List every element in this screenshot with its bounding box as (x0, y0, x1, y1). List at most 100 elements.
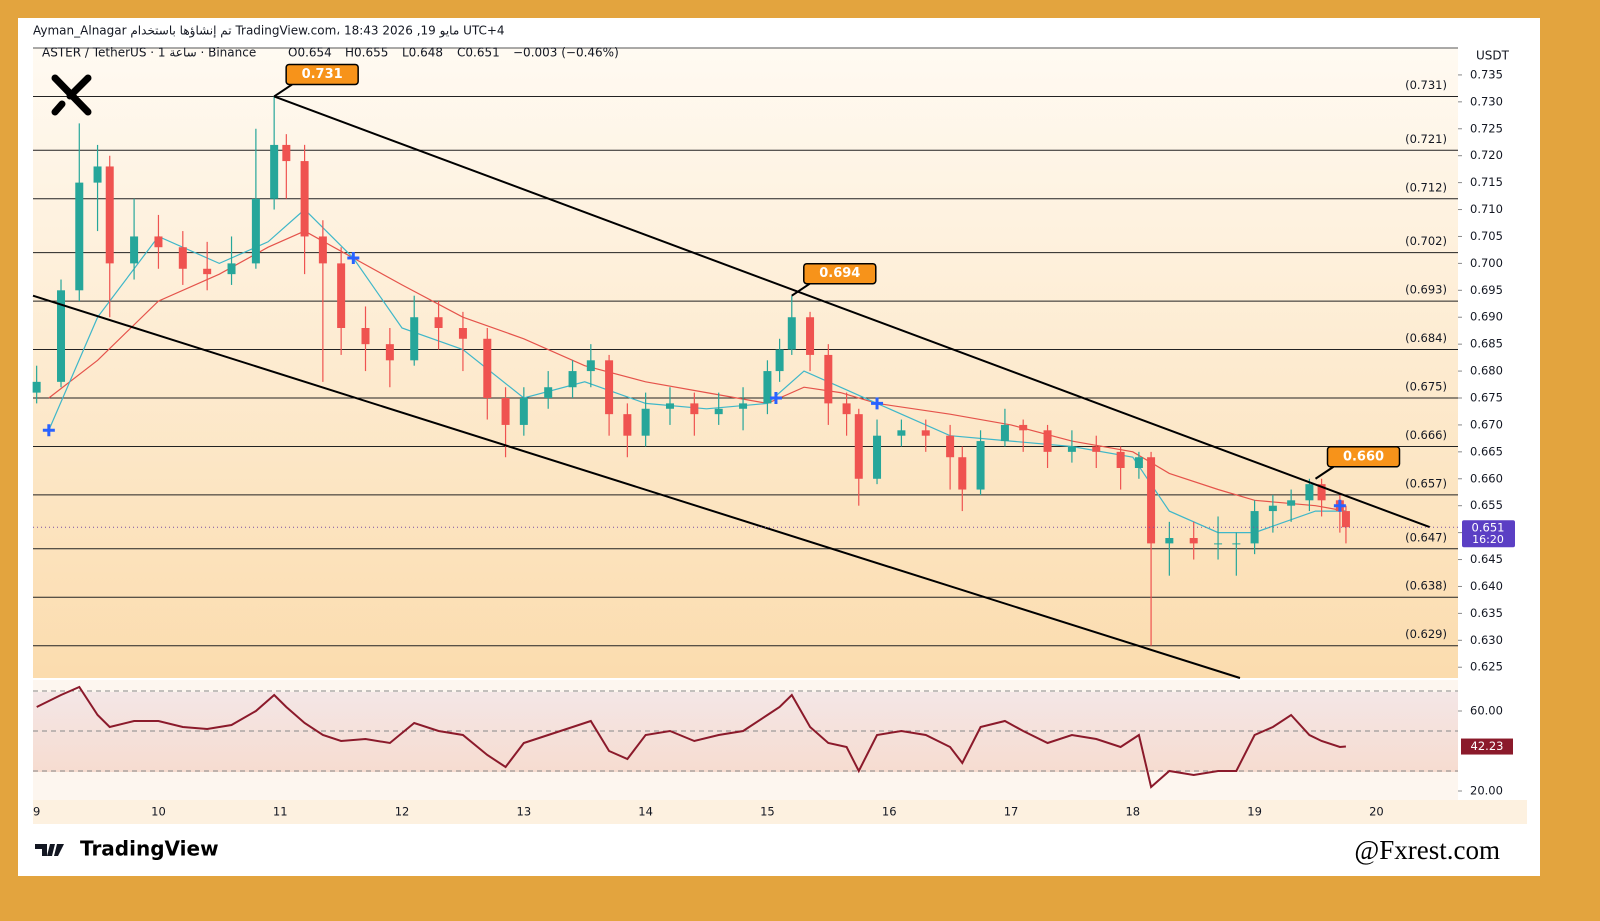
candle-body (1232, 543, 1241, 545)
candle-body (251, 198, 260, 264)
candle-body (57, 290, 66, 382)
candle-body (641, 408, 650, 436)
candle-body (130, 236, 139, 264)
candle-body (763, 371, 772, 404)
trend-line (273, 95, 1431, 529)
candle-body (458, 328, 467, 339)
y-tick-label: 0.700 (1470, 256, 1503, 270)
callout-box (1326, 446, 1401, 468)
watermark: @Fxrest.com (1354, 835, 1500, 865)
candle-body (1165, 538, 1174, 544)
candle-body (434, 317, 443, 328)
candle-body (483, 338, 492, 398)
candle-body (787, 317, 796, 350)
level-label: (0.721) (1405, 132, 1447, 146)
brand: TradingView (80, 837, 219, 861)
candle-body (690, 403, 699, 415)
callout-label: 0.660 (1343, 449, 1384, 464)
level-label: (0.693) (1405, 283, 1447, 297)
y-tick-label: 0.725 (1470, 121, 1503, 135)
cross-marker (769, 392, 782, 404)
callout-label: 0.731 (302, 67, 343, 82)
y-tick-label: 0.720 (1470, 148, 1503, 162)
y-tick-label: 0.705 (1470, 229, 1503, 243)
candle-body (1189, 538, 1198, 544)
candle-body (1147, 457, 1156, 544)
ma-slow (48, 230, 1347, 512)
candle-body (203, 268, 212, 275)
candle-body (873, 435, 882, 479)
x-tick-label: 15 (760, 805, 775, 819)
ohlc-open: O0.654 (288, 46, 332, 60)
x-tick-label: 12 (395, 805, 410, 819)
candle-body (958, 457, 967, 490)
level-label: (0.666) (1405, 428, 1447, 442)
rsi-band (33, 692, 1458, 772)
x-tick-label: 10 (151, 805, 166, 819)
callout-label: 0.694 (819, 266, 860, 281)
candle-body (842, 403, 851, 415)
candle-body (1116, 451, 1125, 468)
rsi-badge-label: 42.23 (1471, 739, 1504, 753)
candle-body (775, 349, 784, 372)
symbol: ASTER / TetherUS · 1 ساعة · Binance (42, 46, 256, 60)
level-label: (0.647) (1405, 530, 1447, 544)
candle-body (544, 387, 553, 398)
x-tick-label: 11 (273, 805, 288, 819)
y-tick-label: 0.635 (1470, 606, 1503, 620)
ohlc-low: L0.648 (402, 46, 443, 60)
cross-marker (1333, 499, 1346, 512)
logo (51, 74, 92, 116)
x-tick-label: 13 (517, 805, 532, 819)
callout-box (803, 262, 877, 285)
candle-body (227, 263, 236, 275)
candle-body (1268, 505, 1277, 512)
candle-body (1317, 484, 1326, 501)
x-tick-label: 17 (1004, 805, 1019, 819)
y-tick-label: 0.670 (1470, 417, 1503, 431)
level-label: (0.731) (1405, 78, 1447, 92)
x-tick-label: 16 (882, 805, 897, 819)
time-axis (33, 800, 1527, 824)
y-tick-label: 0.645 (1470, 552, 1503, 566)
cross-marker (347, 252, 360, 264)
rsi-tick-label: 60.00 (1470, 704, 1503, 718)
candle-body (1305, 484, 1314, 501)
countdown: 16:20 (1472, 533, 1504, 546)
level-label: (0.684) (1405, 331, 1447, 345)
y-tick-label: 0.655 (1470, 498, 1503, 512)
candle-body (501, 398, 510, 425)
y-tick-label: 0.730 (1470, 94, 1503, 108)
candle-body (105, 166, 114, 264)
candle-body (1000, 424, 1009, 442)
cross-marker (871, 397, 884, 410)
candle-body (1287, 500, 1296, 506)
callout-pointer (1314, 465, 1335, 480)
candle-body (806, 317, 815, 355)
x-tick-label: 9 (33, 805, 40, 819)
candle-body (178, 247, 187, 269)
candle-body (854, 414, 863, 479)
candle-body (976, 441, 985, 490)
price-badge-label: 0.651 (1472, 521, 1505, 535)
candle-body (946, 435, 955, 458)
candle-body (154, 236, 163, 248)
candle-body (93, 166, 102, 183)
currency: USDT (1476, 49, 1510, 63)
candle-body (410, 317, 419, 361)
y-tick-label: 0.625 (1470, 660, 1503, 674)
ohlc-change: −0.003 (−0.46%) (513, 46, 619, 60)
candle-body (361, 328, 370, 345)
candle-body (824, 354, 833, 404)
candle-body (75, 182, 84, 291)
candle-body (337, 263, 346, 328)
x-tick-label: 20 (1369, 805, 1384, 819)
x-tick-label: 18 (1125, 805, 1140, 819)
y-tick-label: 0.660 (1470, 471, 1503, 485)
candle-body (1214, 543, 1223, 545)
x-tick-label: 14 (638, 805, 653, 819)
candle-body (300, 161, 309, 237)
y-tick-label: 0.695 (1470, 283, 1503, 297)
rsi-tick-label: 20.00 (1470, 784, 1503, 798)
level-label: (0.657) (1405, 476, 1447, 490)
